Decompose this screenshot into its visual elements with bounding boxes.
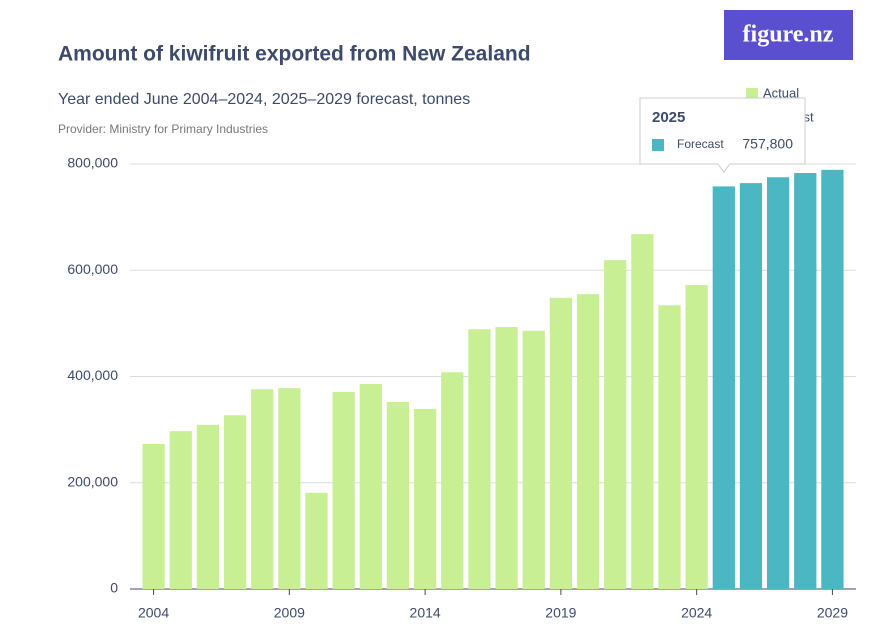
tooltip-swatch — [652, 139, 664, 151]
bar — [196, 424, 220, 589]
bar — [278, 388, 301, 589]
legend-label: Actual — [763, 85, 799, 100]
bar — [794, 173, 817, 589]
tooltip-box — [639, 97, 806, 173]
legend-swatch — [746, 88, 758, 100]
x-tick-label: 2024 — [681, 605, 712, 621]
bar — [576, 294, 600, 589]
tooltip-value: 757,800 — [742, 136, 793, 152]
bar — [413, 408, 437, 589]
logo[interactable]: figure.nz — [743, 22, 834, 48]
bar — [223, 415, 247, 589]
x-tick-label: 2009 — [274, 605, 305, 621]
y-tick-label: 0 — [110, 580, 118, 596]
chart-title: Amount of kiwifruit exported from New Ze… — [58, 43, 531, 66]
x-tick-label: 2004 — [138, 605, 169, 621]
logo-box[interactable] — [724, 10, 853, 60]
bar — [549, 297, 573, 589]
bar — [468, 329, 491, 589]
bar — [332, 391, 355, 589]
bar — [821, 169, 844, 589]
tooltip-series: Forecast — [677, 137, 724, 151]
x-tick-label: 2019 — [545, 605, 576, 621]
bar — [604, 260, 627, 589]
y-tick-label: 400,000 — [67, 367, 118, 383]
bar — [522, 330, 545, 589]
x-tick-label: 2029 — [817, 605, 848, 621]
bar — [631, 234, 654, 589]
x-tick-label: 2014 — [410, 605, 441, 621]
tooltip-title: 2025 — [652, 109, 685, 126]
bar — [359, 383, 382, 589]
bar — [685, 285, 708, 589]
bar — [739, 183, 763, 589]
y-tick-label: 200,000 — [67, 473, 118, 489]
bar — [658, 305, 681, 589]
bar — [712, 186, 735, 589]
bar — [766, 177, 790, 589]
bar — [386, 402, 410, 589]
bar — [495, 327, 518, 589]
bar — [142, 443, 165, 589]
chart-source: Provider: Ministry for Primary Industrie… — [58, 122, 268, 136]
bar — [305, 492, 328, 589]
bar — [251, 389, 274, 589]
bar — [169, 431, 192, 589]
bar — [441, 372, 464, 589]
y-tick-label: 600,000 — [67, 261, 118, 277]
y-tick-label: 800,000 — [67, 155, 118, 171]
chart-subtitle: Year ended June 2004–2024, 2025–2029 for… — [58, 91, 470, 108]
